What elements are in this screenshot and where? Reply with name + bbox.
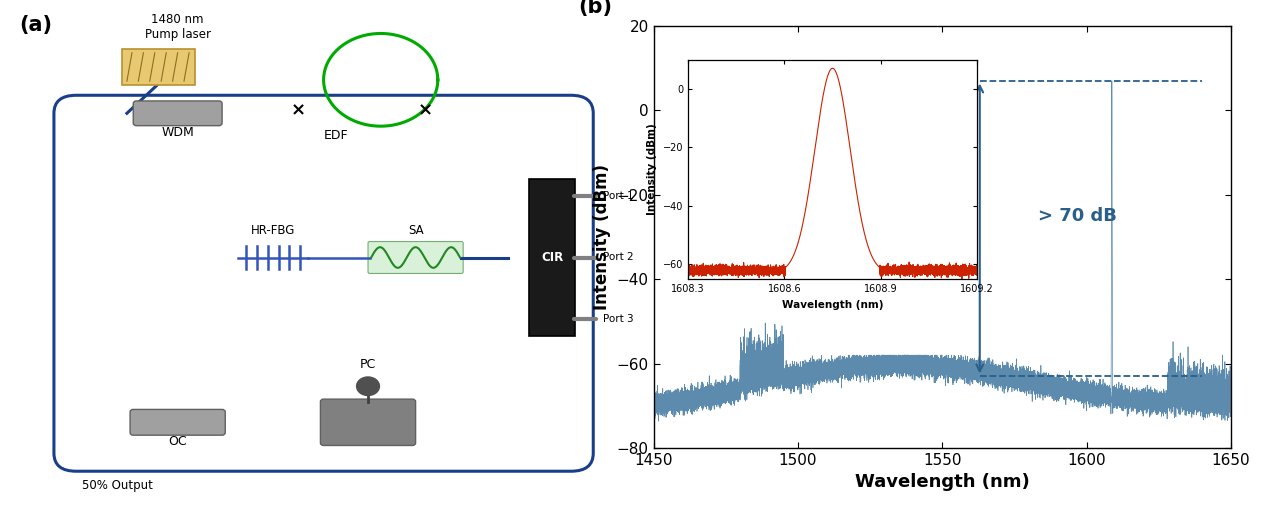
Text: WDM: WDM: [161, 127, 194, 140]
Y-axis label: Intensity (dBm): Intensity (dBm): [593, 164, 610, 310]
FancyBboxPatch shape: [133, 101, 222, 126]
Text: OC: OC: [169, 436, 187, 449]
Text: Port 2: Port 2: [603, 252, 633, 263]
Text: Port 3: Port 3: [603, 314, 633, 324]
FancyBboxPatch shape: [129, 409, 226, 435]
Text: (b): (b): [579, 0, 613, 18]
FancyBboxPatch shape: [368, 242, 463, 273]
Text: HR-FBG: HR-FBG: [251, 225, 294, 237]
Text: SA: SA: [407, 225, 424, 237]
FancyBboxPatch shape: [529, 179, 576, 336]
Text: EDF: EDF: [324, 129, 349, 142]
Text: CIR: CIR: [541, 251, 563, 264]
Circle shape: [357, 377, 379, 396]
Text: ×: ×: [291, 102, 306, 119]
FancyBboxPatch shape: [320, 399, 416, 445]
FancyBboxPatch shape: [122, 49, 195, 84]
Text: PC: PC: [360, 358, 376, 371]
X-axis label: Wavelength (nm): Wavelength (nm): [855, 473, 1029, 491]
Text: ×: ×: [418, 102, 433, 119]
Text: Port 1: Port 1: [603, 191, 633, 201]
Text: > 70 dB: > 70 dB: [1038, 207, 1117, 225]
Text: 50% Output: 50% Output: [82, 479, 154, 492]
Text: (a): (a): [19, 15, 52, 36]
Text: 1480 nm
Pump laser: 1480 nm Pump laser: [145, 13, 211, 41]
